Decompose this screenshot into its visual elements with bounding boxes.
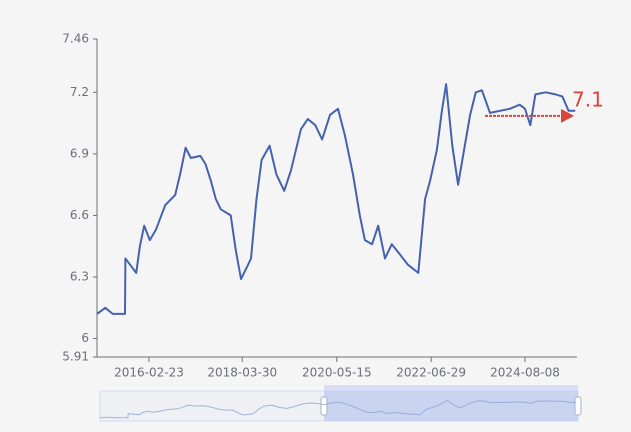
annotation-label: 7.1	[572, 87, 604, 111]
line	[96, 83, 576, 315]
zoom-handle-right[interactable]	[574, 396, 582, 416]
x-tick-label: 2022-06-29	[396, 366, 466, 380]
zoom-handle-left[interactable]	[320, 396, 328, 416]
zoom-window[interactable]	[324, 391, 578, 421]
x-tick-label: 2018-03-30	[207, 366, 277, 380]
zoom-preview-line	[99, 399, 577, 419]
y-tick-label: 5.91	[62, 350, 89, 364]
y-tick-label: 6.9	[70, 146, 89, 160]
annotation-arrowhead	[561, 108, 574, 123]
y-tick-label: 6.3	[70, 269, 89, 283]
x-tick-label: 2024-08-08	[490, 366, 560, 380]
y-tick-label: 7.46	[62, 32, 89, 46]
y-tick-label: 7.2	[70, 85, 89, 99]
x-tick-label: 2020-05-15	[302, 366, 372, 380]
y-tick-label: 6	[81, 331, 89, 345]
y-tick-label: 6.6	[70, 208, 89, 222]
x-tick-label: 2016-02-23	[114, 366, 184, 380]
zoom-drag-bar[interactable]	[324, 385, 578, 391]
